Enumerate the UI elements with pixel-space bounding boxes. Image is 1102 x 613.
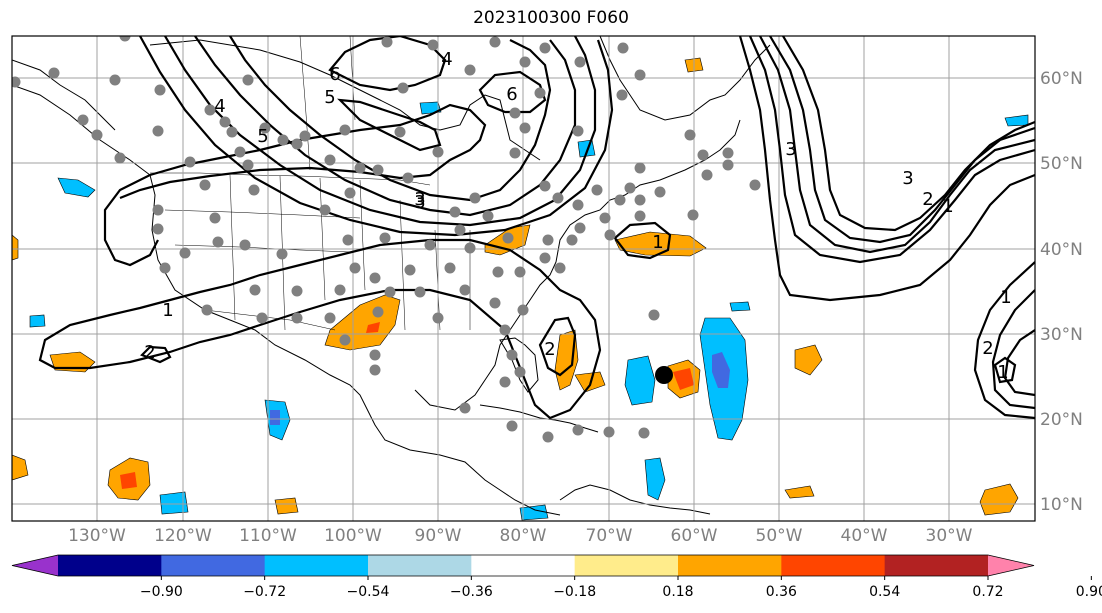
colorbar-tick-label: 0.18 <box>662 584 693 600</box>
contour-label: 1 <box>997 362 1008 383</box>
contour-label: 2 <box>922 189 933 210</box>
colorbar-segment <box>678 555 782 576</box>
contour-label: 1 <box>1000 287 1011 308</box>
latitude-labels: 60°N 50°N 40°N 30°N 20°N 10°N <box>1040 69 1083 515</box>
lon-label: 120°W <box>154 526 212 546</box>
lon-label: 90°W <box>415 526 462 546</box>
colorbar-segment <box>264 555 369 576</box>
contour-label: 6 <box>329 64 340 85</box>
lon-label: 40°W <box>841 526 888 546</box>
lat-label: 40°N <box>1040 240 1083 260</box>
colorbar-segment <box>884 555 989 576</box>
storm-center-marker <box>655 366 673 384</box>
colorbar-tick-label: −0.36 <box>450 584 493 600</box>
colorbar-tick-label: 0.54 <box>869 584 900 600</box>
lat-label: 60°N <box>1040 69 1083 89</box>
lon-label: 100°W <box>324 526 382 546</box>
contour-label: 1 <box>162 300 173 321</box>
contour-label: 3 <box>785 139 796 160</box>
colorbar-tick-label: −0.54 <box>347 584 390 600</box>
contour-labels: 1 2 3 4 5 6 1 2 3 4 5 6 1 2 3 1 2 1 3 <box>144 49 1011 383</box>
colorbar-segment <box>574 555 679 576</box>
colorbar-extend-low <box>12 555 58 576</box>
colorbar-segment <box>781 555 886 576</box>
lat-label: 10°N <box>1040 495 1083 515</box>
lon-label: 70°W <box>586 526 633 546</box>
colorbar-tick-label: 0.90 <box>1076 584 1102 600</box>
contour-label: 5 <box>257 126 268 147</box>
colorbar-segment <box>58 555 162 576</box>
contour-label: 2 <box>144 342 155 363</box>
colorbar-tick-label: 0.36 <box>766 584 797 600</box>
contour-label: 4 <box>441 49 452 70</box>
colorbar-extend-high <box>988 555 1034 576</box>
contour-label: 5 <box>324 87 335 108</box>
lon-label: 130°W <box>68 526 126 546</box>
colorbar-segment <box>161 555 266 576</box>
contour-label: 2 <box>982 338 993 359</box>
lon-label: 60°W <box>671 526 718 546</box>
lat-label: 30°N <box>1040 325 1083 345</box>
contour-label: 3 <box>414 189 425 210</box>
political-borders <box>150 36 471 331</box>
map-frame <box>11 35 1036 522</box>
colorbar-tick-label: −0.72 <box>243 584 286 600</box>
colorbar-tick-label: −0.90 <box>140 584 183 600</box>
contour-label: 2 <box>544 339 555 360</box>
lat-label: 20°N <box>1040 410 1083 430</box>
colorbar: −0.90 −0.72 −0.54 −0.36 −0.18 0.18 0.36 0.54 0.7… <box>11 554 1102 600</box>
colorbar-segment <box>471 555 576 576</box>
colorbar-tick-label: 0.72 <box>972 584 1003 600</box>
map-title: 2023100300 F060 <box>473 8 629 28</box>
colorbar-segment <box>368 555 472 576</box>
contour-label: 3 <box>414 192 425 213</box>
contour-label: 4 <box>214 96 225 117</box>
contour-label: 1 <box>942 196 953 217</box>
contour-label: 6 <box>506 84 517 105</box>
lon-label: 80°W <box>500 526 547 546</box>
contour-label: 3 <box>902 168 913 189</box>
station-dots <box>12 36 761 443</box>
lon-label: 50°W <box>756 526 803 546</box>
colorbar-tick-label: −0.18 <box>553 584 596 600</box>
longitude-labels: 130°W 120°W 110°W 100°W 90°W 80°W 70°W 6… <box>68 526 973 546</box>
lat-label: 50°N <box>1040 154 1083 174</box>
lon-label: 110°W <box>239 526 297 546</box>
contour-label: 1 <box>652 232 663 253</box>
lon-label: 30°W <box>926 526 973 546</box>
